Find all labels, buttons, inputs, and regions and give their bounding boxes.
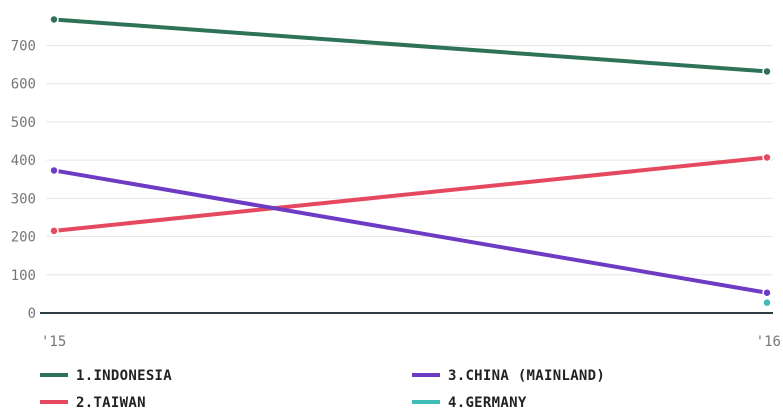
data-point[interactable] (762, 287, 772, 298)
legend-label-china-mainland: 3.CHINA (MAINLAND) (448, 368, 605, 384)
legend-label-taiwan: 2.TAIWAN (76, 395, 146, 410)
y-tick-label: 500 (11, 115, 36, 131)
y-axis-ticks: 0 100 200 300 400 500 600 700 (11, 38, 36, 322)
y-tick-label: 0 (28, 306, 36, 322)
data-point[interactable] (762, 297, 772, 308)
x-tick-label: '16 (756, 334, 781, 350)
series-line-0 (52, 17, 769, 74)
x-tick-label: '15 (41, 334, 66, 350)
legend-label-indonesia: 1.INDONESIA (76, 368, 172, 384)
y-tick-label: 200 (11, 230, 36, 246)
x-axis-ticks: '15 '16 (41, 334, 781, 350)
data-point[interactable] (49, 14, 59, 25)
data-point[interactable] (49, 226, 59, 236)
legend-label-germany: 4.GERMANY (448, 395, 527, 410)
series-lines (49, 14, 772, 308)
data-point[interactable] (762, 66, 772, 77)
y-tick-label: 100 (11, 268, 36, 284)
gridlines (46, 44, 773, 276)
y-tick-label: 300 (11, 191, 36, 207)
y-tick-label: 600 (11, 77, 36, 93)
series-line-1 (52, 155, 769, 233)
series-line-2 (52, 168, 769, 295)
data-point[interactable] (49, 165, 59, 176)
y-tick-label: 700 (11, 38, 36, 54)
y-tick-label: 400 (11, 153, 36, 169)
data-point[interactable] (762, 152, 772, 163)
legend: 1.INDONESIA 2.TAIWAN 3.CHINA (MAINLAND) … (40, 368, 605, 410)
